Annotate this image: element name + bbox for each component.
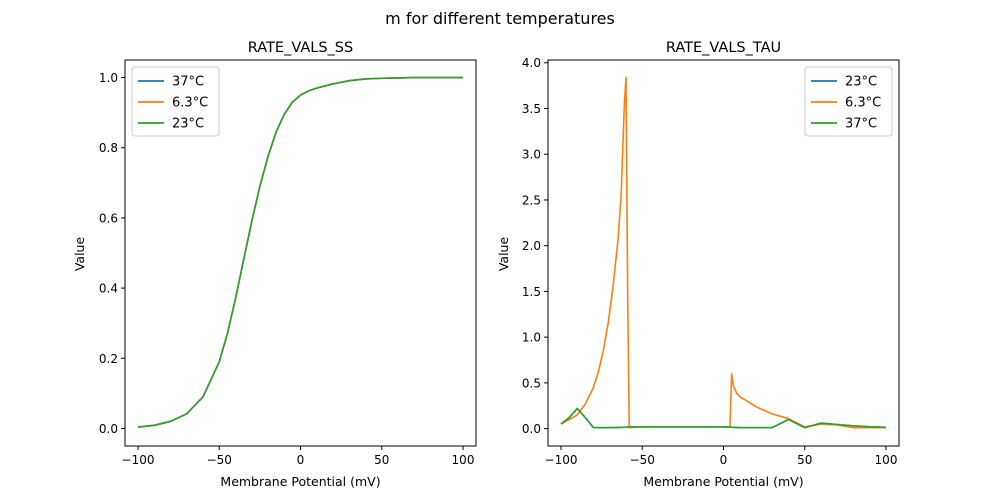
tau-ytick-label: 2.5: [522, 193, 541, 207]
ss-legend-label: 6.3°C: [172, 96, 208, 111]
tau-series-line: [560, 407, 887, 429]
tau-ytick-label: 1.5: [522, 285, 541, 299]
ss-legend-label: 23°C: [172, 117, 204, 132]
ss-title: RATE_VALS_SS: [248, 40, 353, 56]
tau-xtick-label: 100: [875, 453, 898, 467]
ss-xlabel: Membrane Potential (mV): [220, 474, 380, 489]
figure-suptitle: m for different temperatures: [385, 9, 615, 28]
tau-xtick-label: −100: [545, 453, 578, 467]
ss-plot-frame: [124, 59, 477, 447]
ss-ytick-label: 0.4: [99, 282, 118, 296]
tau-plot-frame: [547, 59, 900, 447]
tau-xtick-label: −50: [630, 453, 655, 467]
tau-ytick-label: 3.5: [522, 102, 541, 116]
panel-ss: RATE_VALS_SS Membrane Potential (mV) Val…: [72, 40, 477, 489]
ss-legend-box: [131, 66, 220, 137]
ss-ytick-label: 1.0: [99, 71, 118, 85]
ss-legend: 37°C 6.3°C 23°C: [131, 66, 220, 137]
tau-ytick-label: 0.0: [522, 422, 541, 436]
ss-ytick-label: 0.6: [99, 211, 118, 225]
tau-ytick-label: 3.0: [522, 148, 541, 162]
ss-xtick-label: 0: [297, 453, 305, 467]
tau-ylabel: Value: [496, 237, 511, 272]
ss-series-line: [137, 76, 463, 428]
ss-xtick-label: −50: [207, 453, 232, 467]
panel-tau: RATE_VALS_TAU Membrane Potential (mV) Va…: [496, 40, 900, 489]
tau-ytick-label: 1.0: [522, 331, 541, 345]
tau-xtick-label: 50: [797, 453, 812, 467]
tau-legend: 23°C 6.3°C 37°C: [804, 66, 893, 137]
tau-legend-label: 23°C: [845, 75, 877, 90]
ss-ytick-label: 0.0: [99, 422, 118, 436]
ss-xtick-label: 50: [374, 453, 389, 467]
tau-legend-box: [804, 66, 893, 137]
ss-ytick-label: 0.2: [99, 352, 118, 366]
ss-ytick-label: 0.8: [99, 141, 118, 155]
ss-xtick-label: 100: [452, 453, 475, 467]
tau-ytick-label: 0.5: [522, 376, 541, 390]
tau-legend-label: 6.3°C: [845, 96, 881, 111]
tau-xlabel: Membrane Potential (mV): [643, 474, 803, 489]
ss-xtick-label: −100: [122, 453, 155, 467]
tau-ytick-label: 4.0: [522, 56, 541, 70]
ss-legend-label: 37°C: [172, 75, 204, 90]
tau-title: RATE_VALS_TAU: [666, 40, 781, 56]
tau-legend-label: 37°C: [845, 117, 877, 132]
tau-xtick-label: 0: [720, 453, 728, 467]
tau-ytick-label: 2.0: [522, 239, 541, 253]
ss-ylabel: Value: [72, 237, 87, 272]
